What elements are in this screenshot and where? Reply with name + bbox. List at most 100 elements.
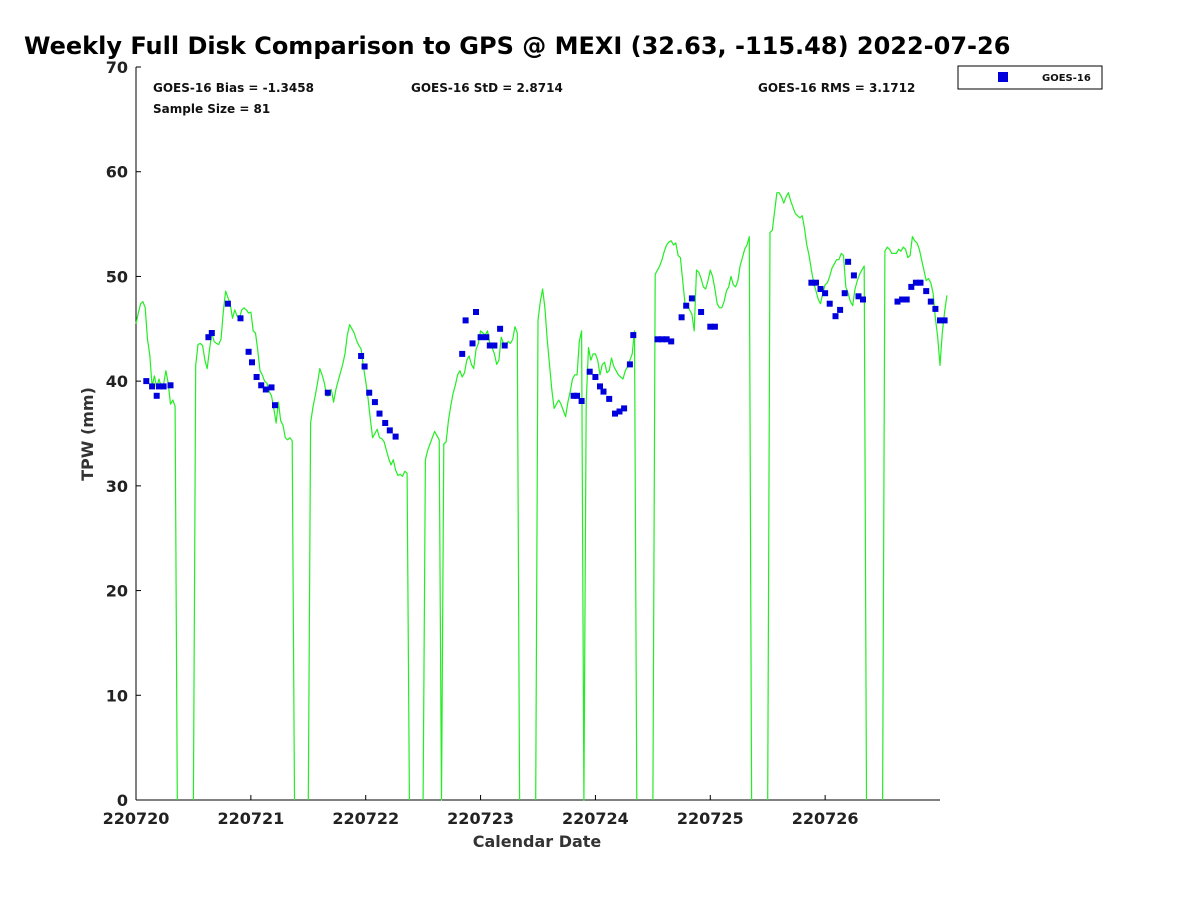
legend-label-goes16: GOES-16 [1042, 73, 1091, 84]
y-axis-label: TPW (mm) [78, 387, 97, 481]
goes16-point [813, 279, 819, 286]
goes16-point [822, 290, 829, 297]
goes16-point [578, 398, 585, 404]
goes16-point [612, 410, 618, 417]
stat-rms: GOES-16 RMS = 3.1712 [758, 81, 915, 95]
goes16-point [208, 330, 215, 336]
goes16-point [850, 272, 857, 279]
goes16-point [941, 317, 948, 324]
x-tick-label: 220720 [103, 809, 170, 828]
legend: GOES-16 [957, 65, 1103, 90]
goes16-point [272, 402, 278, 409]
goes16-point [903, 296, 910, 303]
goes16-point [156, 383, 162, 390]
goes16-point [621, 405, 628, 412]
goes16-point [707, 323, 714, 330]
goes16-point [491, 342, 498, 349]
goes16-point [160, 383, 167, 390]
goes16-point [894, 298, 901, 305]
y-tick-label: 20 [106, 582, 128, 601]
goes16-point [253, 374, 260, 380]
goes16-point [668, 338, 675, 345]
x-tick-label: 220723 [447, 809, 514, 828]
goes16-point [497, 325, 504, 332]
goes16-point [324, 389, 331, 396]
goes16-point [462, 317, 469, 324]
goes16-point [678, 314, 685, 321]
goes16-point [592, 374, 599, 380]
x-tick-label: 220726 [792, 809, 859, 828]
goes16-point [574, 392, 581, 399]
gps-line-segment [192, 290, 296, 801]
goes16-point [237, 315, 244, 322]
gps-line-segment [881, 236, 948, 801]
goes16-point [917, 279, 924, 286]
goes16-point [711, 323, 718, 330]
goes16-point [392, 433, 399, 440]
goes16-point [143, 378, 150, 385]
x-tick-label: 220722 [332, 809, 399, 828]
gps-series [135, 192, 948, 801]
goes16-point [817, 286, 824, 292]
goes16-point [860, 296, 866, 303]
legend-box [957, 65, 1103, 90]
x-axis-label: Calendar Date [473, 832, 602, 851]
goes16-point [245, 348, 252, 355]
goes16-point [149, 383, 156, 390]
goes16-point [597, 383, 603, 390]
goes16-point [249, 359, 255, 366]
goes16-point [683, 302, 690, 309]
gps-line-segment [767, 192, 868, 801]
goes16-point [570, 392, 577, 399]
y-tick-label: 70 [106, 58, 128, 77]
goes16-point [371, 399, 378, 406]
goes16-point [630, 332, 637, 339]
x-axis-ticks: 220720 220721 220722 220723 220724 220725 2207… [103, 795, 859, 828]
goes16-point [258, 382, 265, 389]
goes16-point [841, 290, 848, 297]
stat-sample-size: Sample Size = 81 [153, 102, 270, 116]
y-tick-label: 40 [106, 372, 128, 391]
gps-line-segment [535, 288, 638, 801]
goes16-point [654, 336, 661, 343]
goes16-point [837, 306, 844, 313]
goes16-point [663, 336, 670, 343]
goes16-point [376, 410, 383, 417]
goes16-point [698, 309, 705, 315]
goes16-point [167, 382, 174, 389]
goes16-point [205, 334, 212, 341]
goes16-point [382, 420, 389, 426]
goes16-point [586, 368, 593, 375]
y-axis-ticks: 0 10 20 30 40 50 60 70 [106, 58, 141, 810]
goes16-point [688, 295, 695, 302]
goes16-point [477, 334, 484, 341]
goes16-point [483, 334, 490, 341]
goes16-point [606, 395, 613, 402]
plot-area [135, 67, 948, 801]
legend-marker-goes16 [998, 72, 1008, 82]
y-tick-label: 30 [106, 477, 128, 496]
goes16-point [616, 408, 623, 415]
goes16-point [855, 293, 862, 300]
chart-title: Weekly Full Disk Comparison to GPS @ MEX… [24, 32, 1010, 60]
goes16-point [932, 305, 939, 312]
goes16-point [937, 317, 943, 324]
goes16-point [153, 392, 160, 399]
goes16-point [486, 342, 493, 349]
goes16-point [927, 298, 934, 305]
goes16-point [899, 296, 906, 303]
y-tick-label: 0 [117, 791, 128, 810]
goes16-point [501, 342, 508, 349]
goes16-point [469, 340, 476, 347]
goes16-point [473, 309, 479, 315]
goes16-point [268, 384, 275, 391]
goes16-point [459, 350, 466, 357]
gps-line-segment [652, 236, 753, 801]
stat-bias: GOES-16 Bias = -1.3458 [153, 81, 314, 95]
goes16-point [361, 363, 368, 370]
x-tick-label: 220725 [677, 809, 744, 828]
gps-line-segment [307, 324, 410, 801]
y-tick-label: 10 [106, 686, 128, 705]
